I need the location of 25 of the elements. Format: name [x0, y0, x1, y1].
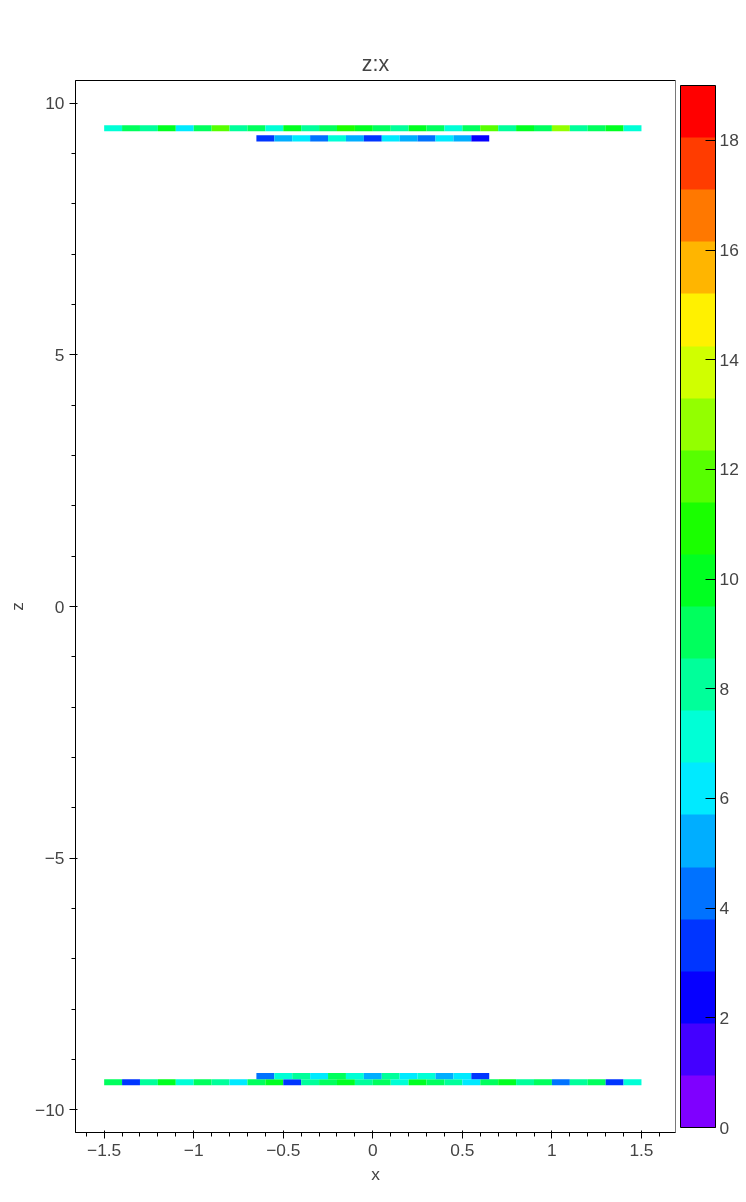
- x-tick-label: −1: [183, 1139, 204, 1160]
- color-bar-label: 8: [719, 678, 730, 699]
- x-tick-label: −1.5: [87, 1139, 122, 1160]
- x-tick-label: 1.5: [629, 1139, 654, 1160]
- color-bar-label: 10: [719, 569, 739, 590]
- color-bar-label: 2: [719, 1007, 730, 1028]
- color-bar-label: 18: [719, 130, 739, 151]
- x-tick-label: −0.5: [266, 1139, 301, 1160]
- y-tick-label: 10: [45, 93, 65, 114]
- x-tick-label: 1: [547, 1139, 557, 1160]
- chart-title: z:x: [361, 51, 390, 76]
- x-tick-label: 0.5: [450, 1139, 475, 1160]
- color-bar-label: 4: [719, 898, 730, 919]
- y-tick-label: 0: [54, 596, 65, 617]
- color-bar-label: 16: [719, 240, 739, 261]
- color-bar-label: 0: [719, 1117, 730, 1138]
- y-tick-label: −5: [44, 848, 65, 869]
- color-bar-label: 12: [719, 459, 739, 480]
- x-axis-title: x: [371, 1163, 381, 1184]
- x-tick-label: 0: [367, 1139, 378, 1160]
- color-bar-label: 6: [719, 788, 730, 809]
- color-bar-label: 14: [719, 349, 740, 370]
- y-tick-label: 5: [54, 344, 65, 365]
- y-tick-label: −10: [35, 1099, 65, 1120]
- y-axis-title: z: [7, 602, 28, 611]
